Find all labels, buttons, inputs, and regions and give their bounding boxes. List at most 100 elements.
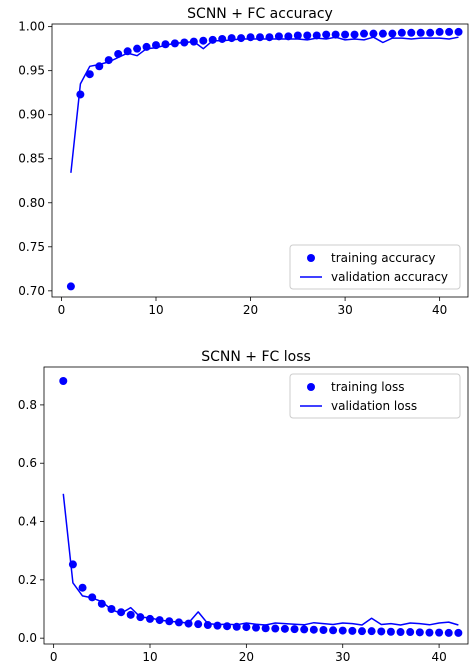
x-tick-label: 40 [432,303,447,317]
data-point [406,628,415,637]
data-point [407,28,416,37]
plot-frame [43,366,469,645]
data-point [261,624,270,633]
data-point [252,623,260,632]
legend: training loss validation loss [289,373,461,419]
y-tick-label: 0.2 [18,573,37,587]
data-point [300,625,309,634]
data-point [237,34,246,43]
data-point [388,29,397,38]
data-point [194,620,203,629]
data-point [242,623,251,632]
y-tick-label: 0.8 [18,398,37,412]
series-line-validation-accuracy [70,36,459,173]
data-point [341,30,350,39]
y-tick-label: 1.00 [18,20,45,34]
data-point [256,33,264,42]
data-point [85,70,94,79]
data-point [133,44,142,53]
data-point [271,624,280,633]
series-line-validation-loss [62,493,459,626]
data-point [338,626,347,635]
data-point [142,42,151,51]
data-point [415,628,424,637]
x-tick-label: 0 [58,303,66,317]
x-tick-label: 20 [239,650,254,664]
data-point [126,610,135,619]
y-tick-label: 0.85 [18,152,45,166]
data-point [78,583,87,592]
y-tick-label: 0.6 [18,456,37,470]
data-point [416,28,425,37]
data-point [280,624,289,633]
y-tick-label: 0.75 [18,240,45,254]
data-point [246,33,255,42]
legend-box [289,373,461,419]
data-point [203,621,212,630]
data-point [59,376,68,385]
x-tick-label: 20 [243,303,258,317]
chart-loss: SCNN + FC loss 0 10 20 30 40 0.0 0.2 0.4 0.6 0.8 tr… [18,349,469,664]
data-point [425,628,434,637]
legend-label: training loss [331,380,404,394]
x-tick-label: 10 [142,650,157,664]
data-point [348,626,357,635]
data-point [367,627,376,636]
x-tick-label: 30 [335,650,350,664]
data-point [378,29,387,38]
data-point [322,30,331,39]
data-point [223,622,232,631]
data-point [396,628,405,637]
legend-label: validation accuracy [331,270,448,284]
chart-title: SCNN + FC accuracy [187,6,333,22]
legend-label: validation loss [331,399,417,413]
data-point [329,626,338,635]
y-tick-label: 0.4 [18,515,37,529]
data-point [319,626,328,635]
data-point [290,625,299,634]
data-point [218,34,227,43]
plot-frame [51,23,469,298]
legend-box [289,244,461,290]
chart-title: SCNN + FC loss [201,349,311,365]
data-point [97,599,106,608]
x-tick-label: 10 [148,303,163,317]
legend-label: training accuracy [331,251,435,265]
data-point [117,608,126,617]
data-point [454,628,463,637]
data-point [227,34,236,43]
data-point [435,27,444,36]
chart-accuracy: SCNN + FC accuracy 0 10 20 30 40 0.70 0.75 0.80 0… [18,6,469,317]
y-tick-label: 0.70 [18,284,45,298]
data-point [444,628,453,637]
data-point [454,27,463,36]
y-tick-label: 0.0 [18,631,37,645]
data-point [377,627,386,636]
y-tick-label: 0.95 [18,64,45,78]
data-point [331,30,340,39]
data-point [445,27,454,36]
data-point [386,627,395,636]
data-point [213,621,222,630]
data-point [66,282,75,291]
x-tick-label: 40 [431,650,446,664]
data-point [199,36,208,45]
x-tick-label: 30 [337,303,352,317]
data-point [435,628,444,637]
data-point [303,31,312,40]
data-point [350,30,359,39]
legend-marker-swatch [307,383,315,391]
x-tick-label: 0 [50,650,58,664]
legend: training accuracy validation accuracy [289,244,461,290]
data-point [293,31,302,40]
data-point [426,28,435,37]
y-tick-label: 0.90 [18,108,45,122]
data-point [312,31,321,40]
data-point [360,29,368,38]
data-point [397,28,406,37]
y-tick-label: 0.80 [18,196,45,210]
data-point [265,33,274,42]
legend-marker-swatch [307,254,315,262]
data-point [309,625,318,634]
